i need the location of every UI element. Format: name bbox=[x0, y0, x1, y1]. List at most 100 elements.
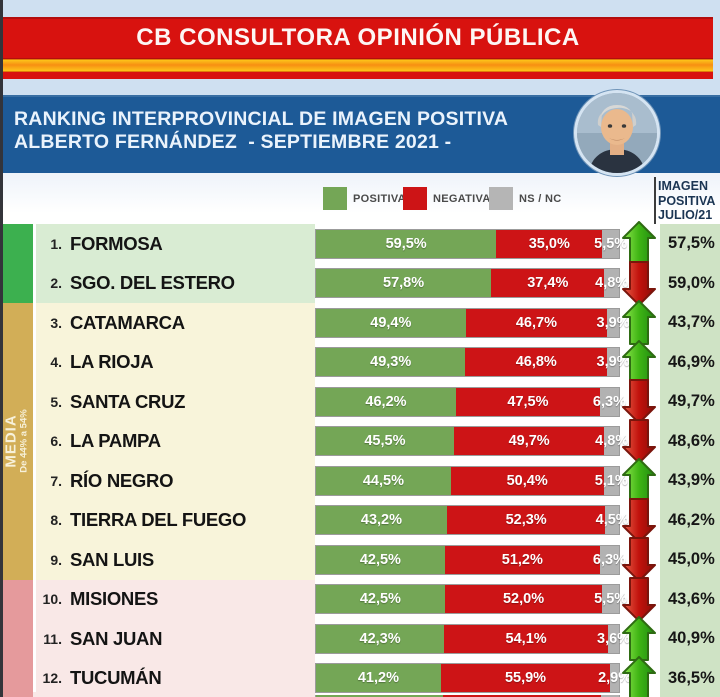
bar-segment-positiva: 49,3% bbox=[316, 348, 466, 376]
julio-value: 48,6% bbox=[668, 431, 715, 450]
bar-segment-nsnc: 3,9% bbox=[597, 308, 630, 337]
trend-up-arrow-icon bbox=[622, 339, 656, 385]
ranking-table: 1. FORMOSA 59,5% 35,0% 5,5% 57,5% 2. SGO… bbox=[33, 221, 720, 697]
bar-segment-nsnc: 4,8% bbox=[595, 269, 628, 297]
band-media bbox=[3, 303, 33, 580]
julio-value: 43,6% bbox=[668, 589, 715, 608]
media-label: MEDIA bbox=[3, 414, 20, 468]
consultora-title: CB CONSULTORA OPINIÓN PÚBLICA bbox=[136, 24, 580, 51]
table-row: 2. SGO. DEL ESTERO 57,8% 37,4% 4,8% 59,0… bbox=[33, 260, 720, 306]
trend-down-arrow-icon bbox=[622, 497, 656, 543]
left-edge-line bbox=[0, 0, 3, 697]
bar-segment-negativa: 51,2% bbox=[444, 545, 600, 574]
julio-column-header: IMAGEN POSITIVA JULIO/21 bbox=[658, 179, 720, 223]
partial-bar-negativa bbox=[443, 694, 601, 697]
bar-segment-positiva: 57,8% bbox=[316, 269, 492, 297]
bar-segment-negativa: 55,9% bbox=[440, 664, 611, 692]
bar-segment-negativa: 47,5% bbox=[455, 387, 600, 416]
julio-value: 36,5% bbox=[668, 668, 715, 687]
table-row: 12. TUCUMÁN 41,2% 55,9% 2,9% 36,5% bbox=[33, 655, 720, 697]
row-province-name: FORMOSA bbox=[70, 232, 163, 254]
row-label-area bbox=[36, 342, 315, 382]
bar-segment-positiva: 45,5% bbox=[316, 427, 454, 455]
bar-segment-positiva: 59,5% bbox=[316, 229, 497, 258]
legend-swatch-nsnc bbox=[489, 187, 513, 210]
bar-segment-nsnc: 6,3% bbox=[593, 545, 626, 574]
stacked-bar: 43,2% 52,3% 4,5% bbox=[315, 505, 629, 535]
row-rank: 8. bbox=[50, 512, 62, 529]
trend-down-arrow-icon bbox=[622, 576, 656, 622]
table-row: 7. RÍO NEGRO 44,5% 50,4% 5,1% 43,9% bbox=[33, 458, 720, 503]
row-label-area bbox=[36, 579, 315, 619]
julio-value: 46,9% bbox=[668, 352, 715, 371]
bar-segment-nsnc: 3,6% bbox=[597, 624, 630, 653]
row-rank: 11. bbox=[43, 630, 62, 647]
trend-up-arrow-icon bbox=[622, 655, 656, 697]
row-province-name: TUCUMÁN bbox=[70, 667, 162, 689]
row-label-area bbox=[36, 540, 315, 580]
band-alta bbox=[3, 224, 33, 303]
row-province-name: LA PAMPA bbox=[70, 430, 161, 452]
row-rank: 1. bbox=[50, 235, 62, 252]
partial-row-13-label-bg bbox=[33, 692, 315, 697]
row-rank: 12. bbox=[42, 670, 62, 687]
bar-segment-negativa: 50,4% bbox=[450, 466, 604, 495]
trend-up-arrow-icon bbox=[622, 300, 656, 345]
bar-segment-nsnc: 4,8% bbox=[595, 427, 628, 455]
decorative-red-stripe bbox=[3, 72, 713, 79]
row-province-name: SAN JUAN bbox=[70, 627, 163, 649]
julio-value: 57,5% bbox=[668, 234, 715, 253]
partial-row-13-bar bbox=[315, 694, 620, 697]
table-row: 11. SAN JUAN 42,3% 54,1% 3,6% 40,9% bbox=[33, 616, 720, 661]
julio-column-background bbox=[660, 224, 720, 697]
row-label-area bbox=[36, 303, 315, 343]
bar-segment-negativa: 37,4% bbox=[491, 269, 605, 297]
table-row: 3. CATAMARCA 49,4% 46,7% 3,9% 43,7% bbox=[33, 300, 720, 345]
banner-line2: ALBERTO FERNÁNDEZ - SEPTIEMBRE 2021 - bbox=[14, 131, 452, 153]
stacked-bar: 44,5% 50,4% 5,1% bbox=[315, 465, 628, 496]
julio-header-line2: POSITIVA bbox=[658, 193, 716, 208]
julio-header-line1: IMAGEN bbox=[658, 179, 708, 193]
bar-segment-positiva: 49,4% bbox=[316, 308, 466, 337]
bar-segment-nsnc: 5,1% bbox=[595, 466, 628, 495]
trend-up-arrow-icon bbox=[622, 221, 656, 266]
trend-down-arrow-icon bbox=[622, 379, 656, 424]
table-row: 6. LA PAMPA 45,5% 49,7% 4,8% 48,6% bbox=[33, 418, 720, 464]
trend-down-arrow-icon bbox=[622, 418, 656, 464]
stacked-bar: 46,2% 47,5% 6,3% bbox=[315, 386, 626, 417]
stacked-bar: 59,5% 35,0% 5,5% bbox=[315, 228, 627, 259]
legend-label-nsnc: NS / NC bbox=[519, 193, 562, 205]
bar-segment-negativa: 54,1% bbox=[444, 624, 609, 653]
trend-down-arrow-icon bbox=[622, 537, 656, 582]
row-rank: 9. bbox=[50, 551, 62, 568]
row-rank: 2. bbox=[50, 275, 62, 292]
table-row: 1. FORMOSA 59,5% 35,0% 5,5% 57,5% bbox=[33, 221, 720, 266]
row-label-area bbox=[36, 224, 315, 264]
brand-header-band: CB CONSULTORA OPINIÓN PÚBLICA bbox=[3, 17, 713, 59]
partial-bar-nsnc bbox=[600, 694, 619, 697]
julio-value: 43,9% bbox=[668, 471, 715, 490]
bar-segment-nsnc: 5,5% bbox=[594, 585, 627, 613]
decorative-yellow-stripe bbox=[3, 59, 713, 72]
band-media-text: MEDIA De 44% a 54% bbox=[3, 303, 33, 579]
bar-segment-nsnc: 5,5% bbox=[594, 229, 627, 258]
row-label-area bbox=[36, 461, 315, 501]
stacked-bar: 45,5% 49,7% 4,8% bbox=[315, 426, 628, 456]
bar-segment-positiva: 46,2% bbox=[316, 387, 456, 416]
row-province-name: CATAMARCA bbox=[70, 311, 185, 333]
julio-value: 45,0% bbox=[668, 550, 715, 569]
legend-label-negativa: NEGATIVA bbox=[433, 193, 491, 205]
table-row: 10. MISIONES 42,5% 52,0% 5,5% 43,6% bbox=[33, 576, 720, 622]
bar-segment-positiva: 43,2% bbox=[316, 506, 447, 534]
row-label-area bbox=[36, 500, 315, 540]
table-row: 4. LA RIOJA 49,3% 46,8% 3,9% 46,9% bbox=[33, 339, 720, 385]
bar-segment-nsnc: 6,3% bbox=[593, 387, 626, 416]
julio-value: 46,2% bbox=[668, 510, 715, 529]
julio-value: 59,0% bbox=[668, 273, 715, 292]
trend-up-arrow-icon bbox=[622, 616, 656, 661]
julio-value: 49,7% bbox=[668, 392, 715, 411]
bar-segment-negativa: 35,0% bbox=[496, 229, 603, 258]
row-label-area bbox=[36, 421, 315, 461]
legend-swatch-positiva bbox=[323, 187, 347, 210]
